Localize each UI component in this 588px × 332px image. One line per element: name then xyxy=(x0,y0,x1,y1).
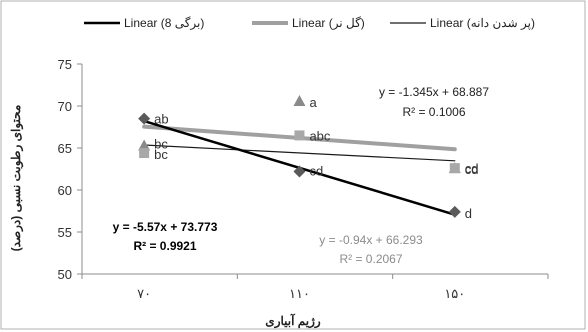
y-tick-label: 70 xyxy=(58,99,72,114)
x-tick-label: ۱۱۰ xyxy=(289,286,310,301)
x-tick-label: ۱۵۰ xyxy=(444,286,465,301)
data-point-label: a xyxy=(309,95,317,110)
data-point-triangle xyxy=(138,139,151,151)
y-tick-label: 60 xyxy=(58,183,72,198)
data-point-label: cd xyxy=(465,162,479,177)
y-axis-title: محتوای رطوبت نسبی (درصد) xyxy=(9,105,24,252)
y-tick-label: 65 xyxy=(58,141,72,156)
legend-label: Linear (گل نر) xyxy=(292,16,365,30)
y-tick-label: 50 xyxy=(58,267,72,282)
data-point-diamond xyxy=(448,205,461,218)
trendline-r-squared: R² = 0.2067 xyxy=(339,252,402,266)
trendline-equation: y = -0.94x + 66.293 xyxy=(319,233,423,247)
legend: Linear (برگی 8) Linear (گل نر) Linear (پر … xyxy=(84,16,535,30)
data-point-square xyxy=(139,148,150,159)
legend-label: Linear (برگی 8) xyxy=(124,16,204,30)
data-point-label: ab xyxy=(154,112,168,127)
data-point-label: cd xyxy=(465,161,479,176)
x-tick-label: ۷۰ xyxy=(137,286,151,301)
data-point-label: bc xyxy=(154,136,168,151)
data-point-triangle xyxy=(293,94,306,106)
trendline-r-squared: R² = 0.1006 xyxy=(402,105,465,119)
trendline-equation: y = -1.345x + 68.887 xyxy=(379,85,489,99)
data-point-label: cd xyxy=(309,164,323,179)
data-point-diamond xyxy=(138,112,151,125)
data-point-square xyxy=(294,130,305,141)
y-tick-label: 55 xyxy=(58,225,72,240)
data-point-label: bc xyxy=(154,147,168,162)
data-point-diamond xyxy=(293,165,306,178)
x-axis-title: رژیم آبیاری xyxy=(265,312,321,329)
trendline-r-squared: R² = 0.9921 xyxy=(133,239,196,253)
data-point-label: abc xyxy=(309,128,330,143)
legend-label: Linear (پر شدن دانه) xyxy=(430,16,535,30)
trendline xyxy=(143,144,456,162)
data-point-square xyxy=(449,163,460,174)
data-point-label: d xyxy=(465,206,472,221)
trendline-equation: y = -5.57x + 73.773 xyxy=(113,220,218,234)
y-tick-label: 75 xyxy=(58,57,72,72)
